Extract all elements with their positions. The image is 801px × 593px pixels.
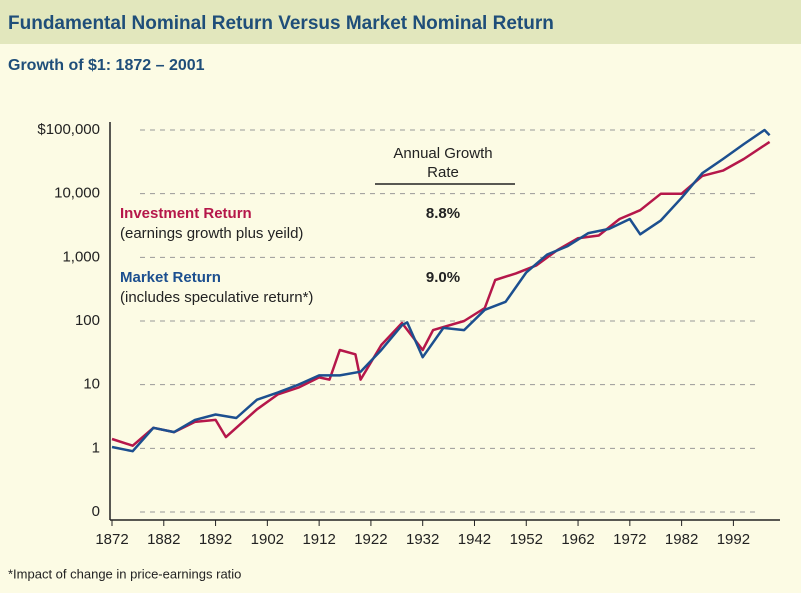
legend-description: (earnings growth plus yeild) bbox=[120, 225, 303, 242]
legend-header: Rate bbox=[427, 164, 459, 181]
x-tick-label: 1952 bbox=[510, 531, 543, 548]
chart-title: Fundamental Nominal Return Versus Market… bbox=[8, 13, 554, 34]
y-tick-label: 10,000 bbox=[54, 185, 100, 202]
x-tick-label: 1982 bbox=[665, 531, 698, 548]
legend-rate: 9.0% bbox=[426, 269, 460, 286]
legend-header: Annual Growth bbox=[393, 145, 492, 162]
y-tick-label: 1 bbox=[92, 439, 100, 456]
legend-name: Market Return bbox=[120, 269, 221, 286]
legend-rate: 8.8% bbox=[426, 205, 460, 222]
footnote: *Impact of change in price-earnings rati… bbox=[8, 566, 241, 581]
series-line bbox=[111, 140, 771, 447]
legend-description: (includes speculative return*) bbox=[120, 289, 313, 306]
x-tick-label: 1902 bbox=[251, 531, 284, 548]
x-tick-label: 1922 bbox=[354, 531, 387, 548]
x-tick-label: 1962 bbox=[561, 531, 594, 548]
y-tick-label: 0 bbox=[92, 503, 100, 520]
title-bar bbox=[0, 0, 801, 44]
x-tick-label: 1872 bbox=[95, 531, 128, 548]
series-line bbox=[111, 128, 771, 453]
x-tick-label: 1992 bbox=[717, 531, 750, 548]
x-tick-label: 1942 bbox=[458, 531, 491, 548]
y-tick-label: 1,000 bbox=[62, 248, 100, 265]
chart-subtitle: Growth of $1: 1872 – 2001 bbox=[8, 57, 205, 74]
y-tick-label: $100,000 bbox=[37, 121, 100, 138]
x-tick-label: 1912 bbox=[302, 531, 335, 548]
y-tick-label: 100 bbox=[75, 312, 100, 329]
x-tick-label: 1972 bbox=[613, 531, 646, 548]
legend-name: Investment Return bbox=[120, 205, 252, 222]
y-tick-label: 10 bbox=[83, 376, 100, 393]
x-tick-label: 1892 bbox=[199, 531, 232, 548]
x-tick-label: 1882 bbox=[147, 531, 180, 548]
x-tick-label: 1932 bbox=[406, 531, 439, 548]
